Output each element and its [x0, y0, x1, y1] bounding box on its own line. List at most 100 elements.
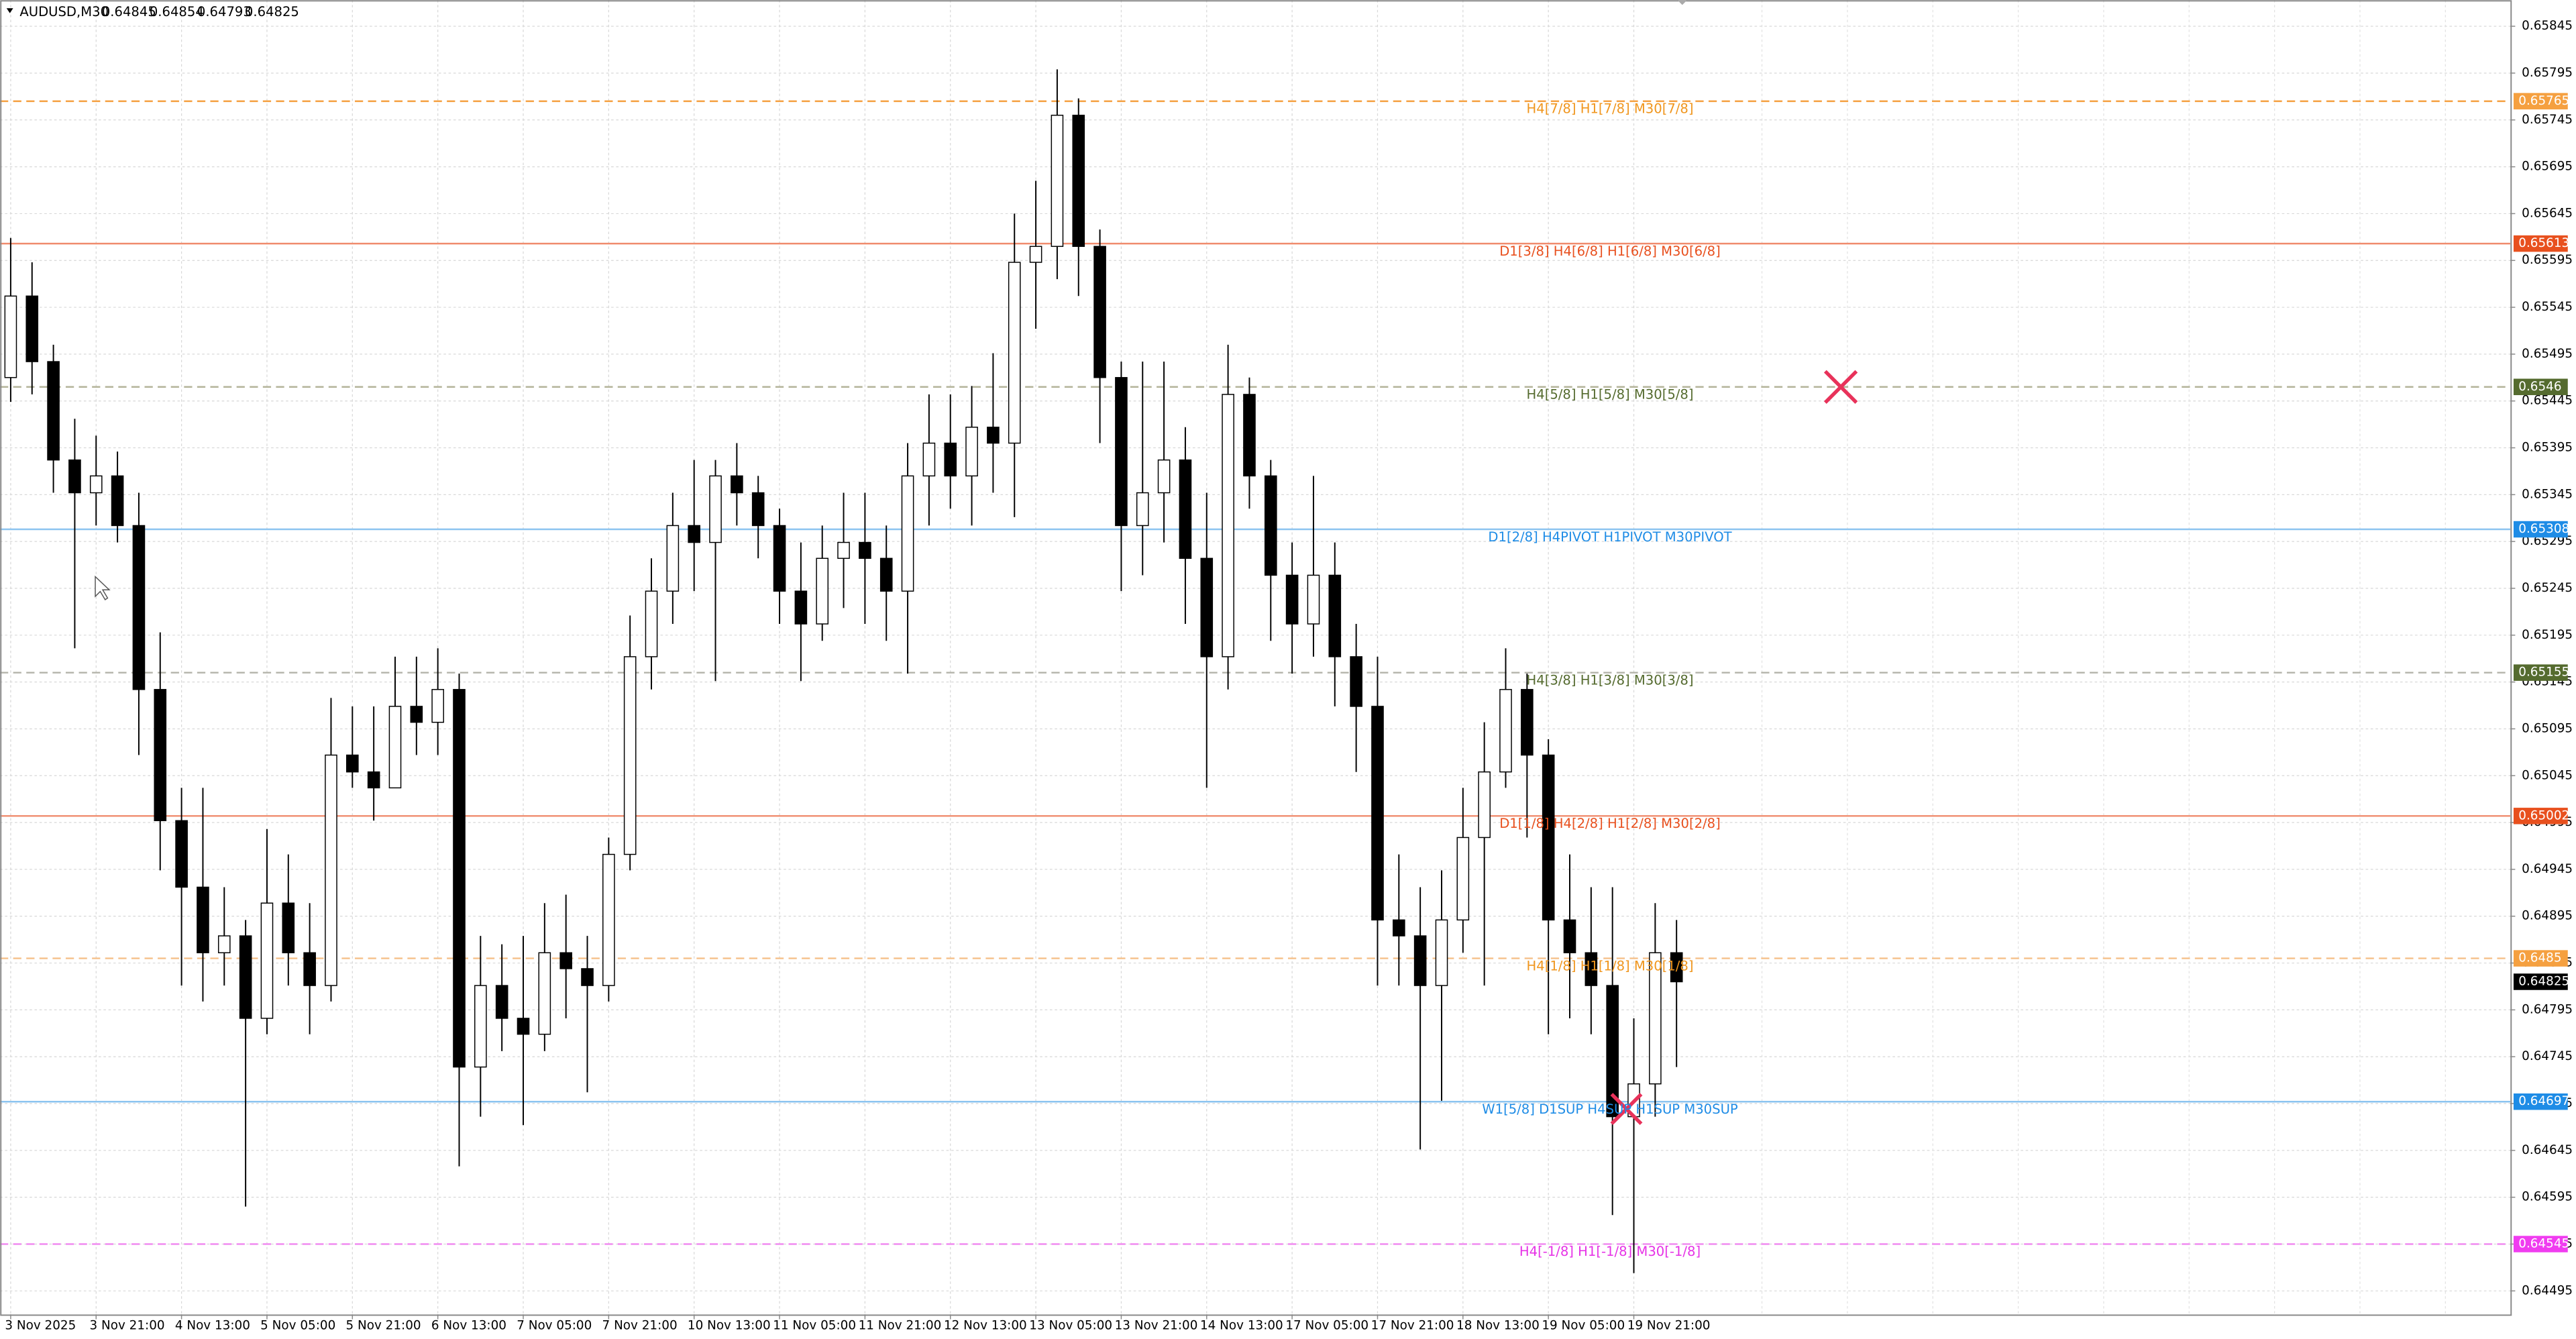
candle-body: [410, 706, 423, 723]
x-tick-label: 4 Nov 13:00: [175, 1318, 250, 1332]
candle-body: [559, 952, 572, 969]
level-price-box: [2513, 521, 2568, 538]
candle-body: [1328, 574, 1342, 657]
candle-body: [495, 985, 508, 1019]
level-price: 0.64697: [2518, 1094, 2569, 1108]
current-price-box: [2513, 973, 2568, 990]
x-tick-label: 13 Nov 05:00: [1029, 1318, 1112, 1332]
candle-body: [239, 935, 252, 1019]
y-tick-label: 0.65595: [2522, 253, 2573, 267]
candle-body: [89, 475, 103, 494]
candle-body: [367, 771, 380, 789]
candle-body: [879, 557, 893, 592]
candle-body: [1115, 377, 1128, 527]
level-label: W1[5/8] D1SUP H4SUP H1SUP M30SUP: [1482, 1102, 1738, 1117]
x-tick-label: 18 Nov 13:00: [1456, 1318, 1540, 1332]
level-label: H4[-1/8] H1[-1/8] M30[-1/8]: [1519, 1244, 1701, 1259]
x-tick-label: 14 Nov 13:00: [1200, 1318, 1283, 1332]
candle-body: [1393, 919, 1405, 936]
x-tick-label: 17 Nov 05:00: [1285, 1318, 1368, 1332]
y-tick-label: 0.65495: [2522, 347, 2573, 361]
candle-body: [922, 442, 936, 477]
candle-body: [4, 295, 17, 378]
candle-body: [944, 442, 957, 477]
candle-body: [154, 689, 167, 822]
y-tick-label: 0.65395: [2522, 441, 2573, 455]
level-price: 0.6546: [2518, 380, 2561, 394]
x-tick-label: 7 Nov 21:00: [602, 1318, 678, 1332]
level-price-box: [2513, 808, 2568, 824]
x-tick-label: 5 Nov 05:00: [260, 1318, 335, 1332]
candle-body: [217, 935, 231, 953]
candle-body: [1179, 459, 1192, 559]
candle-body: [1157, 459, 1171, 494]
candle-body: [1243, 394, 1256, 477]
level-price-box: [2513, 93, 2568, 110]
y-tick-label: 0.65045: [2522, 768, 2573, 782]
level-price: 0.65613: [2518, 236, 2569, 250]
candle-body: [1542, 754, 1555, 921]
candle-body: [346, 754, 359, 773]
candle-body: [1371, 706, 1384, 921]
level-price-box: [2513, 1236, 2568, 1252]
candle-body: [1093, 246, 1106, 378]
header: AUDUSD,M30: [6, 4, 109, 19]
y-tick-label: 0.65445: [2522, 394, 2573, 408]
candle-body: [1413, 935, 1427, 986]
candle-body: [1499, 689, 1512, 773]
x-tick-label: 19 Nov 21:00: [1627, 1318, 1711, 1332]
candle-body: [1478, 771, 1491, 839]
menu-arrow[interactable]: [6, 8, 13, 13]
x-tick-label: 3 Nov 2025: [5, 1318, 76, 1332]
candle-body: [325, 754, 337, 986]
candle-body: [688, 525, 700, 543]
candle-body: [474, 985, 487, 1068]
candle-body: [1307, 574, 1320, 625]
quote-value: 0.64825: [245, 4, 299, 19]
x-tick-label: 3 Nov 21:00: [89, 1318, 164, 1332]
y-tick-label: 0.64495: [2522, 1283, 2573, 1297]
candle-body: [837, 541, 850, 559]
candle-body: [1350, 656, 1362, 707]
x-tick-label: 7 Nov 05:00: [517, 1318, 592, 1332]
quote-value: 0.64854: [150, 4, 204, 19]
plot-frame: [0, 0, 2512, 1316]
x-tick-label: 5 Nov 21:00: [346, 1318, 421, 1332]
cross-line: [1823, 370, 1858, 404]
candle-body: [1606, 985, 1619, 1118]
candle-body: [987, 427, 1000, 444]
time-axis: [0, 1316, 2512, 1339]
y-tick-label: 0.64795: [2522, 1002, 2573, 1016]
y-tick-label: 0.65295: [2522, 534, 2573, 548]
y-tick-label: 0.64645: [2522, 1143, 2573, 1157]
candle-body: [1285, 574, 1299, 625]
x-tick-label: 12 Nov 13:00: [944, 1318, 1027, 1332]
candle-body: [1585, 952, 1598, 986]
x-tick-label: 13 Nov 21:00: [1115, 1318, 1198, 1332]
candle-body: [1072, 115, 1085, 248]
quote-value: 0.64793: [197, 4, 252, 19]
candle-body: [388, 706, 402, 789]
level-price-box: [2513, 378, 2568, 396]
level-price: 0.65765: [2518, 94, 2569, 108]
candle-body: [1649, 952, 1662, 1085]
candle-body: [731, 475, 743, 494]
candle-body: [645, 590, 658, 657]
candle-body: [197, 886, 209, 953]
candle-body: [816, 557, 829, 625]
candle-body: [1029, 246, 1042, 263]
level-label: H4[7/8] H1[7/8] M30[7/8]: [1527, 101, 1694, 117]
candle-body: [1456, 837, 1470, 921]
level-price: 0.64545: [2518, 1236, 2569, 1250]
x-tick-label: 10 Nov 13:00: [688, 1318, 771, 1332]
candle-body: [282, 902, 295, 953]
shift-marker: [1677, 0, 1688, 5]
candle-body: [1222, 394, 1234, 657]
x-tick-label: 17 Nov 21:00: [1371, 1318, 1454, 1332]
mouse-cursor: [95, 575, 111, 600]
candle-body: [47, 361, 60, 461]
candle-body: [1136, 492, 1149, 527]
candle-body: [132, 525, 146, 690]
candle-body: [175, 820, 188, 888]
